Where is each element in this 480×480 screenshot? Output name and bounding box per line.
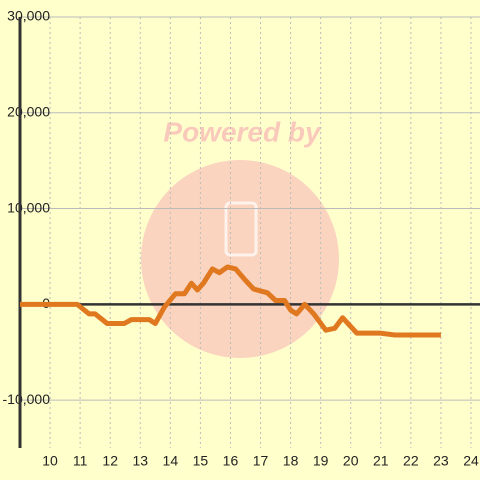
y-tick-label: 30,000: [7, 8, 50, 24]
x-tick-label: 23: [433, 453, 449, 469]
x-tick-label: 11: [73, 453, 88, 469]
y-tick-label: 20,000: [7, 103, 50, 119]
watermark: Powered by: [163, 116, 322, 147]
x-tick-label: 14: [163, 453, 179, 469]
x-tick-label: 15: [193, 453, 209, 469]
y-tick-label: -10,000: [3, 391, 51, 407]
line: [20, 264, 441, 338]
x-tick-label: 10: [42, 453, 58, 469]
x-tick-label: 12: [102, 453, 118, 469]
y-tick-label: 10,000: [7, 199, 50, 215]
x-tick-label: 18: [283, 453, 299, 469]
x-tick-label: 20: [343, 453, 359, 469]
x-tick-label: 21: [373, 453, 389, 469]
x-tick-label: 17: [253, 453, 269, 469]
watermark-icon: [224, 201, 258, 257]
x-tick-label: 24: [463, 453, 479, 469]
x-tick-label: 13: [132, 453, 148, 469]
x-tick-label: 19: [313, 453, 329, 469]
x-tick-label: 16: [223, 453, 239, 469]
x-tick-label: 22: [403, 453, 419, 469]
